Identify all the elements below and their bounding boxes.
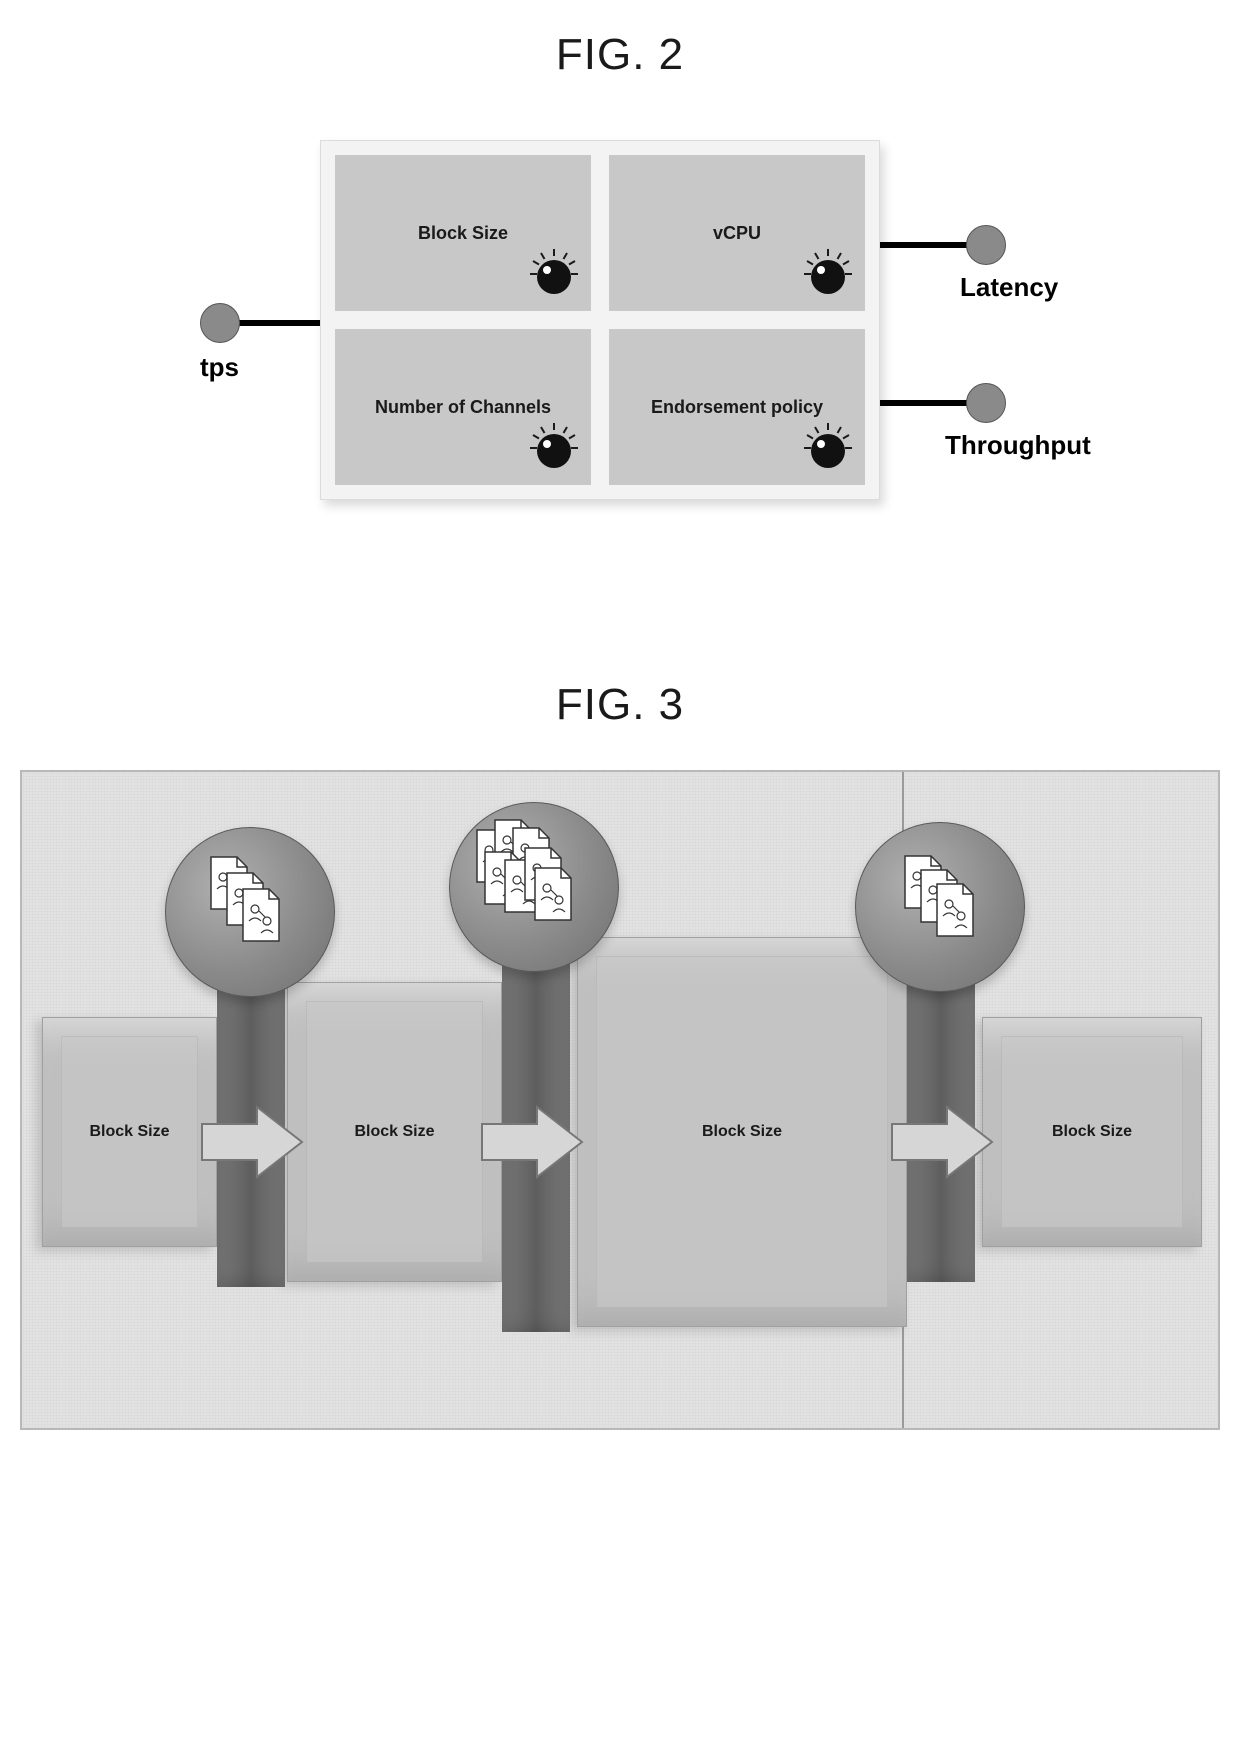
fig2-line-tps [238,320,330,326]
doc-icon [239,887,283,943]
label-latency: Latency [960,272,1058,303]
fig2-line-throughput [870,400,975,406]
block-2: Block Size [577,937,907,1327]
arrow-0 [197,1102,307,1187]
knob-icon [801,247,855,301]
block-label: Block Size [1001,1036,1183,1228]
label-throughput: Throughput [945,430,1091,461]
block-label: Block Size [61,1036,198,1228]
doc-cluster-1 [449,802,619,972]
tile-label: Block Size [418,223,508,244]
knob-icon [527,421,581,475]
fig2-diagram: tps Latency Throughput Block Size vCPU [90,120,1150,560]
block-3: Block Size [982,1017,1202,1247]
fig3-diagram: Block Size Block Size Block Size Block S… [20,770,1220,1430]
tile-label: Number of Channels [375,397,551,418]
doc-cluster-0 [165,827,335,997]
port-throughput [966,383,1006,423]
doc-cluster-2 [855,822,1025,992]
arrow-1 [477,1102,587,1187]
doc-icon [531,866,575,922]
fig3-title: FIG. 3 [0,680,1240,730]
fig2-title: FIG. 2 [0,30,1240,80]
tile-channels: Number of Channels [335,329,591,485]
tile-block-size: Block Size [335,155,591,311]
knob-icon [801,421,855,475]
fig2-panel: Block Size vCPU [320,140,880,500]
port-latency [966,225,1006,265]
block-label: Block Size [306,1001,483,1263]
block-1: Block Size [287,982,502,1282]
tile-label: vCPU [713,223,761,244]
tile-vcpu: vCPU [609,155,865,311]
label-tps: tps [200,352,239,383]
knob-icon [527,247,581,301]
block-0: Block Size [42,1017,217,1247]
arrow-2 [887,1102,997,1187]
fig2-line-latency [870,242,975,248]
doc-icon [933,882,977,938]
tile-endorsement: Endorsement policy [609,329,865,485]
port-tps [200,303,240,343]
block-label: Block Size [596,956,888,1308]
tile-label: Endorsement policy [651,397,823,418]
